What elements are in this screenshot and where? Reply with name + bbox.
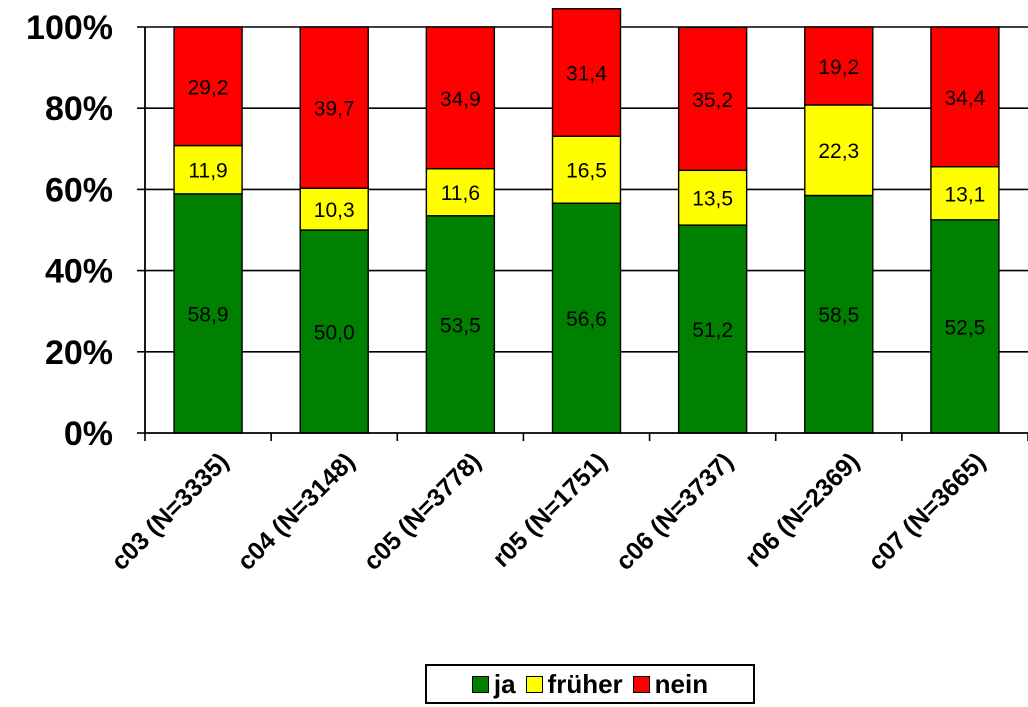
bar-nein xyxy=(299,26,369,189)
y-tick-label: 80% xyxy=(45,90,113,128)
bar-nein xyxy=(930,26,1000,168)
axes xyxy=(137,26,1028,441)
bar-frueher xyxy=(425,167,496,217)
x-tick-label: c05 (N=3778) xyxy=(358,447,486,575)
bars xyxy=(173,8,1000,434)
legend-item-ja: ja xyxy=(471,668,516,700)
data-label-nein: 19,2 xyxy=(818,56,859,79)
data-label-ja: 53,5 xyxy=(440,314,481,337)
data-label-ja: 52,5 xyxy=(944,316,985,339)
data-label-ja: 56,6 xyxy=(566,308,607,331)
data-label-nein: 34,4 xyxy=(944,87,985,110)
legend-item-nein: nein xyxy=(632,668,709,700)
x-tick-label: c03 (N=3335) xyxy=(106,447,234,575)
data-label-nein: 29,2 xyxy=(188,76,229,99)
data-label-frueher: 13,1 xyxy=(944,183,985,206)
legend-item-frueher: früher xyxy=(525,668,623,700)
data-label-ja: 51,2 xyxy=(692,319,733,342)
bar-nein xyxy=(804,26,874,106)
legend-swatch-frueher xyxy=(525,675,543,693)
bar-nein xyxy=(551,8,622,137)
legend-swatch-nein xyxy=(632,675,650,693)
x-tick-label: c06 (N=3737) xyxy=(610,447,738,575)
x-tick-label: c07 (N=3665) xyxy=(863,447,991,575)
bar-nein xyxy=(425,26,496,170)
data-label-ja: 58,9 xyxy=(188,303,229,326)
bar-frueher xyxy=(677,169,748,226)
bar-ja xyxy=(804,194,874,434)
bar-frueher xyxy=(804,104,874,197)
y-axis-ticks: 0% 20% 40% 60% 80% 100% xyxy=(26,9,113,453)
legend-label-ja: ja xyxy=(493,668,516,699)
y-tick-label: 40% xyxy=(45,253,113,291)
data-label-nein: 39,7 xyxy=(314,98,355,121)
data-labels: 58,9 11,9 29,2 50,0 10,3 39,7 53,5 11,6 34,9 56,6… xyxy=(188,56,986,345)
bar-nein xyxy=(677,26,748,172)
data-label-frueher: 22,3 xyxy=(818,140,859,163)
y-tick-label: 20% xyxy=(45,334,113,372)
data-label-nein: 34,9 xyxy=(440,88,481,111)
data-label-frueher: 16,5 xyxy=(566,160,607,183)
y-tick-label: 0% xyxy=(64,415,113,453)
bar-nein xyxy=(173,26,243,147)
bar-frueher xyxy=(930,165,1000,221)
data-label-nein: 35,2 xyxy=(692,89,733,112)
legend: ja früher nein xyxy=(425,664,755,704)
x-tick-label: r06 (N=2369) xyxy=(740,447,865,572)
bar-ja xyxy=(173,193,243,434)
legend-label-frueher: früher xyxy=(547,668,623,699)
data-label-frueher: 11,9 xyxy=(188,160,227,183)
x-tick-label: c04 (N=3148) xyxy=(232,447,360,575)
y-tick-label: 60% xyxy=(45,171,113,209)
data-label-frueher: 13,5 xyxy=(692,188,733,211)
y-tick-label: 100% xyxy=(26,9,113,47)
x-axis-ticks: c03 (N=3335)c04 (N=3148)c05 (N=3778) r05 … xyxy=(106,447,991,575)
bar-frueher xyxy=(173,144,243,195)
data-label-ja: 58,5 xyxy=(818,304,859,327)
data-label-frueher: 11,6 xyxy=(441,182,480,205)
bar-ja xyxy=(930,219,1000,434)
bar-ja xyxy=(551,202,622,434)
legend-label-nein: nein xyxy=(654,668,709,699)
data-label-nein: 31,4 xyxy=(566,62,607,85)
data-label-ja: 50,0 xyxy=(314,322,355,345)
bar-ja xyxy=(677,224,748,434)
legend-swatch-ja xyxy=(471,675,489,693)
bar-ja xyxy=(425,215,496,434)
x-tick-label: r05 (N=1751) xyxy=(487,447,612,572)
data-label-frueher: 10,3 xyxy=(314,199,355,222)
